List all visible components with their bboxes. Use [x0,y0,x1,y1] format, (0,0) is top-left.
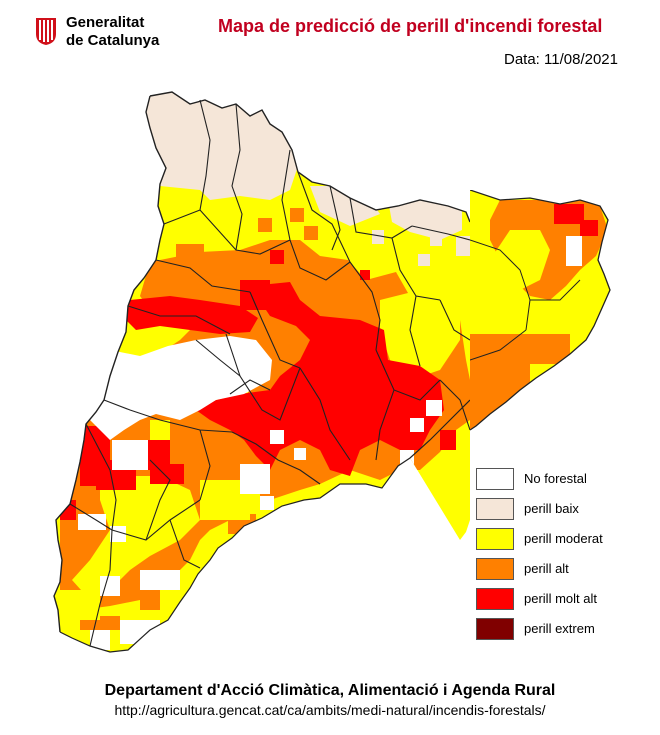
logo-line-2: de Catalunya [66,32,160,49]
legend-swatch [476,588,514,610]
logo-text: Generalitat de Catalunya [66,14,159,50]
legend-label: perill extrem [524,621,595,636]
map-date: Data: 11/08/2021 [504,51,618,68]
risk-zone-non-forest [78,336,442,650]
senyera-logo-icon [36,18,56,45]
map-title: Mapa de predicció de perill d'incendi fo… [218,16,603,36]
legend-item-perill-baix: perill baix [476,498,646,528]
legend-item-perill-molt-alt: perill molt alt [476,588,646,618]
date-value: 11/08/2021 [544,51,618,68]
catalonia-outline [149,91,470,223]
legend-label: perill baix [524,501,579,516]
date-label: Data: [504,51,540,68]
comarca-borders [69,99,470,647]
legend-swatch [476,558,514,580]
legend-label: perill molt alt [524,591,597,606]
legend-label: perill moderat [524,531,603,546]
legend-label: No forestal [524,471,587,486]
legend: No forestal perill baix perill moderat p… [476,468,646,648]
footer-url[interactable]: http://agricultura.gencat.cat/ca/ambits/… [114,702,546,718]
logo-line-1: Generalitat [66,14,145,31]
map-east-section [470,190,611,431]
catalonia-fire-risk-map [53,91,470,653]
risk-zone-moderate [60,290,460,620]
legend-swatch [476,498,514,520]
legend-label: perill alt [524,561,569,576]
risk-zone-very-high [60,250,456,520]
legend-item-no-forestal: No forestal [476,468,646,498]
legend-swatch [476,528,514,550]
legend-item-perill-alt: perill alt [476,558,646,588]
footer-department: Departament d'Acció Climàtica, Alimentac… [104,682,556,699]
legend-item-perill-moderat: perill moderat [476,528,646,558]
legend-item-perill-extrem: perill extrem [476,618,646,648]
generalitat-logo: Generalitat de Catalunya [30,14,170,54]
legend-swatch [476,468,514,490]
legend-swatch [476,618,514,640]
risk-grid [54,92,470,652]
